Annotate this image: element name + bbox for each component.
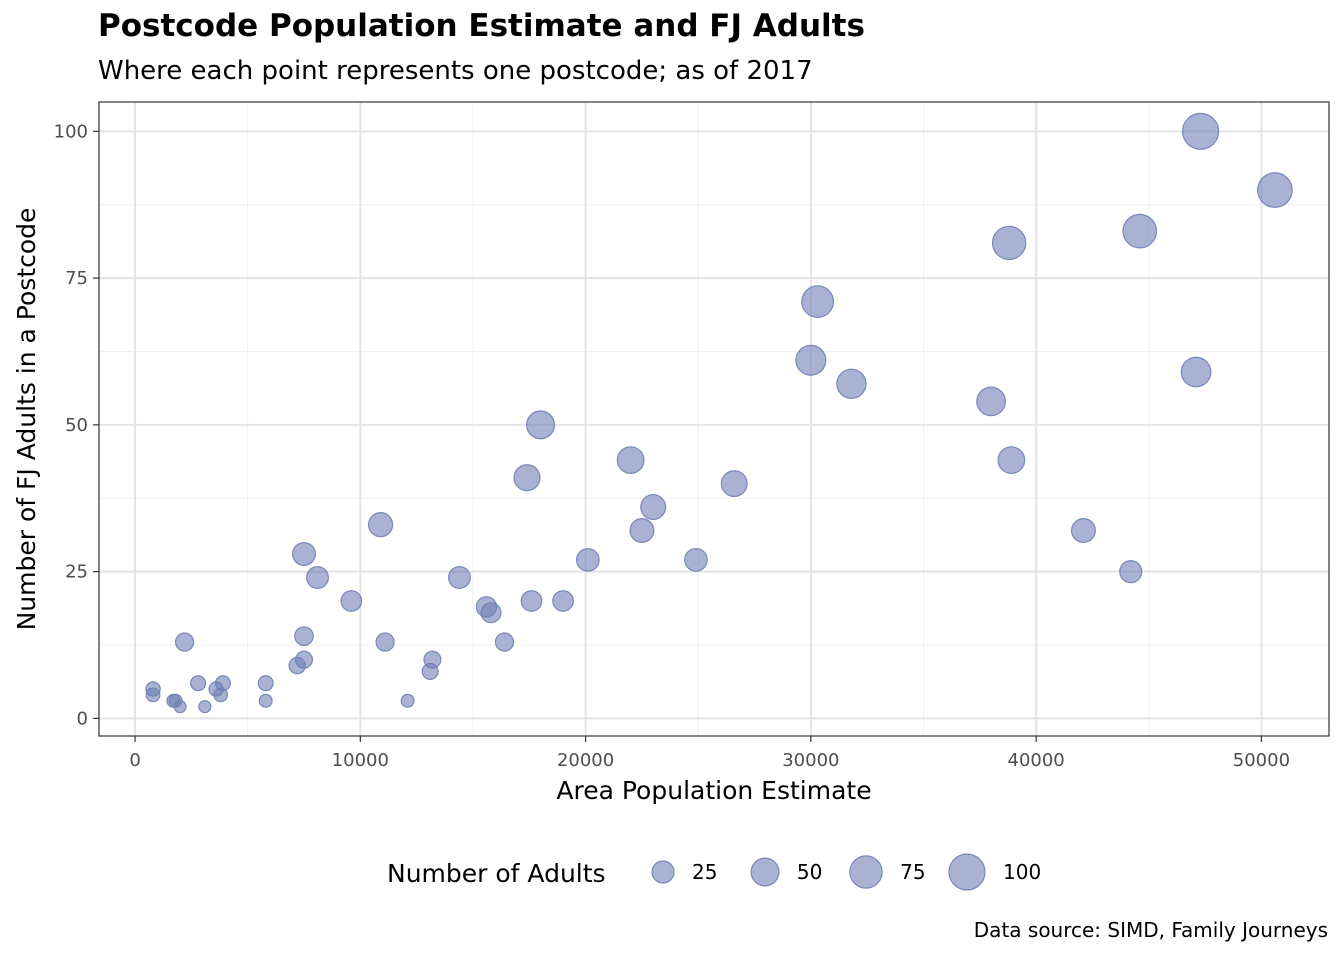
data-point: [190, 675, 207, 692]
data-point: [214, 675, 231, 692]
data-point: [1119, 560, 1143, 584]
legend-key-circle: [651, 860, 675, 884]
data-point: [173, 700, 187, 714]
data-point: [257, 675, 274, 692]
data-point: [291, 542, 317, 567]
data-point: [294, 650, 314, 669]
data-point: [552, 590, 574, 612]
data-point: [684, 548, 708, 572]
data-point: [1122, 213, 1158, 249]
data-point: [340, 590, 363, 612]
data-point: [1180, 356, 1212, 388]
x-tick-label: 40000: [1008, 750, 1065, 771]
x-tick-label: 10000: [332, 750, 389, 771]
data-point: [1070, 518, 1096, 544]
data-point: [991, 225, 1027, 261]
data-point: [258, 693, 273, 708]
chart-subtitle: Where each point represents one postcode…: [98, 56, 813, 86]
axes: 0 10000 20000 30000 40000 50000 0 25 50 75 100: [54, 121, 1290, 771]
data-point: [629, 518, 655, 544]
data-point: [801, 285, 835, 318]
data-point: [447, 566, 471, 589]
legend-key-label: 50: [797, 860, 822, 884]
data-point: [640, 494, 667, 521]
y-tick-label: 100: [54, 121, 88, 142]
size-legend: Number of Adults 25 50 75 100: [387, 853, 1041, 891]
legend-key-circle: [849, 855, 883, 889]
data-point: [294, 626, 314, 647]
data-point: [423, 650, 442, 669]
x-axis-title: Area Population Estimate: [556, 776, 871, 805]
legend-key-label: 75: [900, 860, 925, 884]
data-point: [720, 470, 748, 498]
data-point: [494, 632, 515, 652]
data-points: [145, 112, 1293, 714]
y-tick-label: 25: [65, 562, 88, 583]
x-tick-label: 0: [129, 750, 140, 771]
data-point: [306, 566, 329, 589]
x-tick-label: 20000: [557, 750, 614, 771]
y-axis-title: Number of FJ Adults in a Postcode: [12, 208, 41, 631]
data-point: [174, 632, 195, 652]
data-point: [575, 548, 600, 572]
data-point: [198, 700, 212, 714]
data-point: [513, 464, 541, 492]
data-point: [1257, 172, 1293, 208]
x-tick-label: 30000: [782, 750, 839, 771]
data-point: [520, 590, 543, 612]
y-tick-label: 50: [65, 415, 88, 436]
plot-panel-border: [98, 101, 1330, 737]
chart-title: Postcode Population Estimate and FJ Adul…: [98, 8, 865, 44]
legend-key-circle: [750, 857, 780, 887]
data-point: [375, 632, 395, 652]
data-point: [976, 386, 1006, 417]
data-point: [480, 602, 502, 624]
data-point: [367, 512, 394, 538]
data-point: [795, 344, 827, 376]
data-point: [616, 446, 645, 474]
y-tick-label: 0: [77, 708, 88, 729]
data-point: [836, 368, 867, 399]
data-point: [526, 410, 556, 440]
chart-caption: Data source: SIMD, Family Journeys: [973, 918, 1328, 942]
data-point: [400, 693, 415, 708]
legend-key-circle: [948, 853, 986, 891]
grid-lines: [99, 102, 1329, 736]
data-point: [145, 687, 161, 703]
data-point: [1181, 112, 1220, 150]
legend-key-label: 25: [692, 860, 717, 884]
data-point: [997, 446, 1026, 474]
x-tick-label: 50000: [1233, 750, 1290, 771]
y-tick-label: 75: [65, 268, 88, 289]
legend-key-label: 100: [1003, 860, 1041, 884]
legend-title: Number of Adults: [387, 859, 606, 888]
